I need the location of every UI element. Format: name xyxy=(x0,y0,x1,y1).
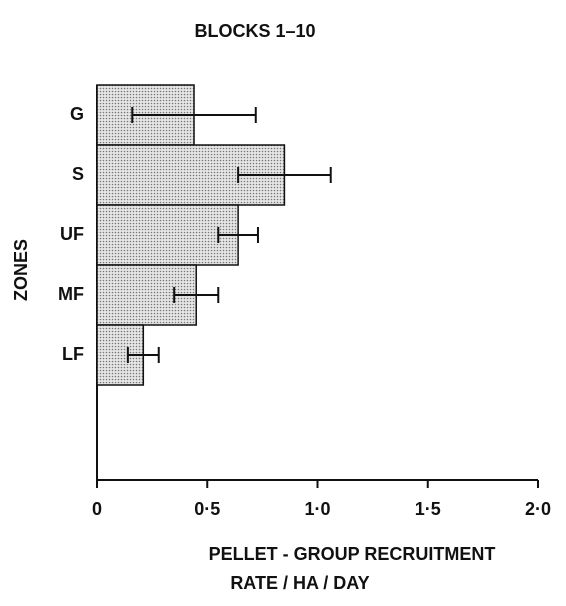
x-axis-label: PELLET - GROUP RECRUITMENT xyxy=(209,544,496,564)
x-tick-label: 1·0 xyxy=(304,499,330,519)
y-tick-label: MF xyxy=(58,284,84,304)
x-tick-label: 0·5 xyxy=(194,499,220,519)
y-axis-label: ZONES xyxy=(11,239,31,301)
x-tick-label: 1·5 xyxy=(415,499,441,519)
y-tick-label: UF xyxy=(60,224,84,244)
x-axis-label: RATE / HA / DAY xyxy=(230,573,369,593)
y-tick-label: G xyxy=(70,104,84,124)
x-tick-label: 2·0 xyxy=(525,499,551,519)
chart-title: BLOCKS 1–10 xyxy=(194,21,315,41)
bar xyxy=(96,204,239,266)
y-tick-label: S xyxy=(72,164,84,184)
x-tick-label: 0 xyxy=(92,499,102,519)
y-tick-label: LF xyxy=(62,344,84,364)
